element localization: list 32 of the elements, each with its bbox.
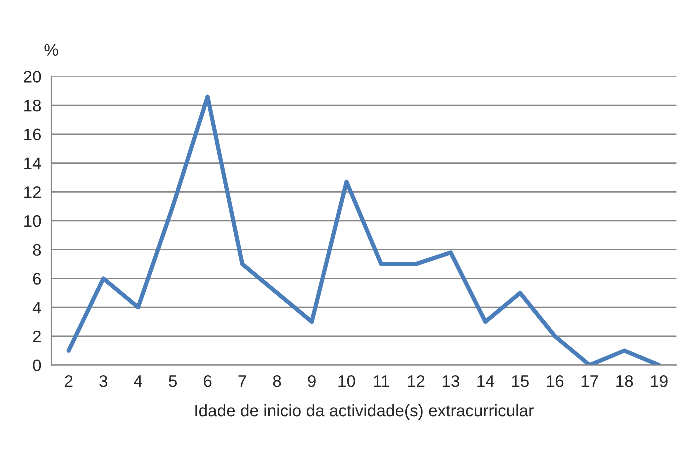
line-series <box>66 94 662 366</box>
x-tick-label: 10 <box>338 375 356 388</box>
y-axis-title: % <box>44 44 58 56</box>
y-tick-label: 20 <box>24 71 42 83</box>
x-axis-title: Idade de inicio da actividade(s) extracurricular <box>196 404 534 420</box>
x-tick-label: 8 <box>273 375 282 388</box>
x-tick-label: 15 <box>512 376 529 388</box>
x-tick-label: 11 <box>374 376 390 388</box>
x-tick-label: 2 <box>65 375 73 388</box>
x-tick-label: 4 <box>134 376 142 388</box>
x-tick-label: 13 <box>442 375 460 388</box>
y-tick-label: 14 <box>24 158 42 170</box>
x-tick-label: 14 <box>478 376 494 388</box>
y-tick-label: 12 <box>24 186 41 198</box>
y-tick-label: 10 <box>24 215 42 228</box>
y-tick-label: 8 <box>33 244 42 256</box>
x-tick-label: 19 <box>651 375 668 388</box>
x-tick-label: 16 <box>547 375 564 388</box>
y-tick-label: 18 <box>24 100 42 112</box>
x-tick-label: 5 <box>169 376 178 388</box>
x-tick-label: 18 <box>616 375 634 388</box>
y-tick-label: 6 <box>33 273 42 285</box>
x-tick-label: 6 <box>204 375 212 388</box>
x-tick-label: 9 <box>308 375 316 388</box>
y-tick-label: 2 <box>33 330 41 342</box>
x-tick-label: 7 <box>238 376 246 388</box>
y-tick-label: 4 <box>32 302 42 314</box>
y-tick-label: 16 <box>24 128 42 141</box>
x-tick-label: 12 <box>408 375 425 388</box>
y-tick-label: 0 <box>33 360 42 372</box>
x-tick-label: 17 <box>582 376 598 388</box>
x-tick-label: 3 <box>100 375 108 388</box>
